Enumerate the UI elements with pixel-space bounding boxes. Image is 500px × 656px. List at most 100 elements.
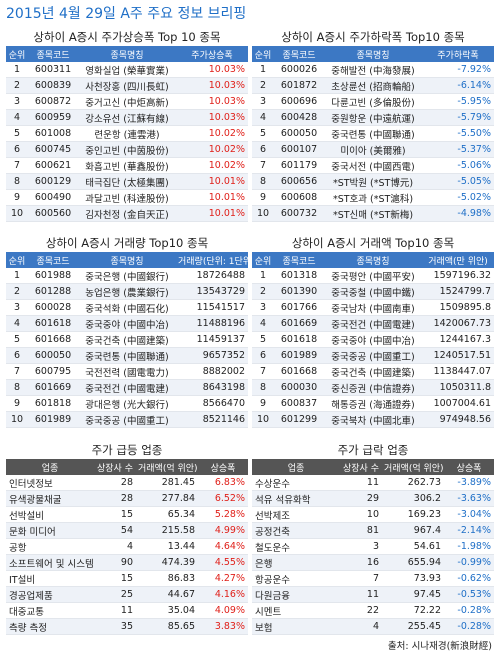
table-cell: -5.05% — [422, 173, 494, 190]
table-cell: 중국북차 (中國北車) — [324, 411, 422, 428]
table-cell: -7.92% — [422, 62, 494, 78]
table-cell: 600030 — [274, 379, 324, 396]
table-row: 인터넷정보 28 281.45 6.83% — [6, 475, 248, 491]
table-cell: 중원항운 (中遠航運) — [324, 109, 422, 126]
table-row: 공항 4 13.44 4.64% — [6, 538, 248, 555]
table-cell: 1244167.3 — [422, 331, 494, 348]
table-cell: 6 — [252, 347, 274, 364]
column-header: 상승폭 — [198, 459, 248, 475]
table-cell: 문화 미디어 — [6, 522, 94, 539]
table-cell: 4 — [94, 538, 136, 555]
table-cell: -0.28% — [444, 618, 494, 635]
table-cell: 3 — [6, 299, 28, 316]
table-row: 10 601299 중국북차 (中國北車) 974948.56 — [252, 411, 494, 428]
column-header: 상장사 수 — [94, 459, 136, 475]
table-cell: 다륜고빈 (多倫股份) — [324, 93, 422, 110]
table-cell: 유색광물채굴 — [6, 490, 94, 507]
table-row: 측량 측정 35 85.65 3.83% — [6, 618, 248, 635]
column-header: 순위 — [252, 252, 274, 268]
table-cell: 미이아 (美爾雅) — [324, 141, 422, 158]
table-section: 상하이 A증시 거래액 Top10 종목 순위 종목코드 종목명칭 거래액(만 위안) 1… — [252, 234, 494, 428]
table-row: 4 600959 강소유선 (江蘇有線) 10.03% — [6, 109, 248, 126]
table-row: 3 601766 중국남차 (中國南車) 1509895.8 — [252, 299, 494, 316]
table-cell: 601390 — [274, 283, 324, 300]
table-section: 상하이 A증시 주가하락폭 Top10 종목 순위 종목코드 종목명칭 주가하락폭 1 60… — [252, 28, 494, 222]
table-cell: 6.83% — [198, 475, 248, 491]
table-cell: 601818 — [28, 395, 78, 412]
table-row: 소프트웨어 및 시스템 90 474.39 4.55% — [6, 554, 248, 571]
table-cell: 김자천정 (金自天正) — [78, 205, 176, 222]
table-cell: 600837 — [274, 395, 324, 412]
column-header: 주가하락폭 — [422, 46, 494, 62]
table-cell: 중국평안 (中國平安) — [324, 268, 422, 284]
column-header: 거래량(단위: 1단위=100주) — [176, 252, 248, 268]
table-row: 공정건축 81 967.4 -2.14% — [252, 522, 494, 539]
column-header: 상장사 수 — [340, 459, 382, 475]
table-row: 2 601288 농업은행 (農業銀行) 13543729 — [6, 283, 248, 300]
column-header: 종목코드 — [274, 252, 324, 268]
table-section: 상하이 A증시 주가상승폭 Top 10 종목 순위 종목코드 종목명칭 주가상승폭 1 6… — [6, 28, 248, 222]
table-cell: 600696 — [274, 93, 324, 110]
table-cell: 65.34 — [136, 506, 198, 523]
table-cell: 600959 — [28, 109, 78, 126]
table-cell: 중국중야 (中國中冶) — [78, 315, 176, 332]
header-row: 업종 상장사 수 거래액(억 위안) 상승폭 — [6, 459, 248, 475]
column-header: 순위 — [6, 46, 28, 62]
column-header: 종목코드 — [28, 252, 78, 268]
table-cell: 600608 — [274, 189, 324, 206]
table-cell: 중국석화 (中國石化) — [78, 299, 176, 316]
table-section: 주가 급락 업종 업종 상장사 수 거래액(억 위안) 상승폭 수상운수 11 262.73-… — [252, 441, 494, 635]
table-cell: 보험 — [252, 618, 340, 635]
table-cell: 5 — [252, 331, 274, 348]
table-cell: 다원금융 — [252, 586, 340, 603]
table-row: 1 601318 중국평안 (中國平安) 1597196.32 — [252, 268, 494, 284]
table-cell: 600311 — [28, 62, 78, 78]
table-row: 8 600656 *ST박원 (*ST博元) -5.05% — [252, 173, 494, 190]
table-cell: 600107 — [274, 141, 324, 158]
table-cell: 600621 — [28, 157, 78, 174]
table-row: 철도운수 3 54.61 -1.98% — [252, 538, 494, 555]
table-cell: 8 — [252, 173, 274, 190]
table-row: 1 601988 중국은행 (中國銀行) 18726488 — [6, 268, 248, 284]
table-cell: 35.04 — [136, 602, 198, 619]
table-cell: 9 — [252, 189, 274, 206]
table-cell: -2.14% — [444, 522, 494, 539]
table-cell: -3.89% — [444, 475, 494, 491]
table-cell: 8566470 — [176, 395, 248, 412]
column-header: 종목명칭 — [78, 252, 176, 268]
data-table: 순위 종목코드 종목명칭 거래액(만 위안) 1 601318 중국평안 (中國平安) 159… — [252, 252, 494, 428]
table-cell: 600428 — [274, 109, 324, 126]
table-cell: 2 — [6, 283, 28, 300]
table-cell: -4.98% — [422, 205, 494, 222]
table-cell: 6 — [6, 141, 28, 158]
column-header: 업종 — [6, 459, 94, 475]
column-header: 종목명칭 — [324, 46, 422, 62]
table-cell: 11541517 — [176, 299, 248, 316]
table-cell: 공항 — [6, 538, 94, 555]
table-cell: 1509895.8 — [422, 299, 494, 316]
table-cell: 중국중야 (中國中冶) — [324, 331, 422, 348]
table-cell: 600560 — [28, 205, 78, 222]
header-row: 업종 상장사 수 거래액(억 위안) 상승폭 — [252, 459, 494, 475]
table-cell: 10 — [6, 411, 28, 428]
data-table: 순위 종목코드 종목명칭 주가하락폭 1 600026 중해발전 (中海發展) -7.92% 2… — [252, 46, 494, 222]
table-cell: 해통증권 (海通證券) — [324, 395, 422, 412]
table-row: 3 600028 중국석화 (中國石化) 11541517 — [6, 299, 248, 316]
table-cell: -5.50% — [422, 125, 494, 142]
table-row: 5 600050 중국련통 (中國聯通) -5.50% — [252, 125, 494, 142]
table-cell: 소프트웨어 및 시스템 — [6, 554, 94, 571]
table-row: 9 600608 *ST호과 (*ST滬科) -5.02% — [252, 189, 494, 206]
table-cell: 대중교통 — [6, 602, 94, 619]
table-cell: 54.61 — [382, 538, 444, 555]
table-cell: 8882002 — [176, 363, 248, 380]
data-table: 순위 종목코드 종목명칭 주가상승폭 1 600311 영화실업 (榮華實業) 10.03% 2… — [6, 46, 248, 222]
table-cell: 72.22 — [382, 602, 444, 619]
table-cell: 강소유선 (江蘇有線) — [78, 109, 176, 126]
table-cell: 4 — [6, 109, 28, 126]
table-cell: 중국중공 (中國重工) — [324, 347, 422, 364]
table-cell: -3.63% — [444, 490, 494, 507]
table-cell: 10.01% — [176, 173, 248, 190]
table-cell: 601669 — [28, 379, 78, 396]
table-cell: 2 — [252, 283, 274, 300]
